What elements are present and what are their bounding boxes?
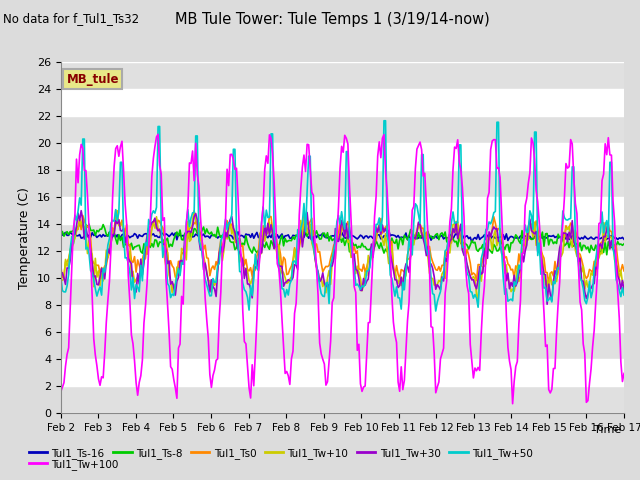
- Bar: [61, 170, 624, 197]
- Text: MB_tule: MB_tule: [67, 73, 119, 86]
- Text: MB Tule Tower: Tule Temps 1 (3/19/14-now): MB Tule Tower: Tule Temps 1 (3/19/14-now…: [175, 12, 490, 27]
- Tul1_Ts-8: [127, 240, 135, 246]
- Tul1_Ts0: [245, 268, 253, 274]
- Bar: [61, 143, 624, 170]
- Tul1_Ts-8: [57, 233, 65, 239]
- Tul1_Tw+10: [592, 256, 600, 262]
- Tul1_Ts0: [255, 248, 262, 254]
- Tul1_Tw+100: [154, 132, 162, 137]
- Tul1_Tw+30: [255, 254, 262, 260]
- Tul1_Tw+100: [305, 142, 312, 147]
- Tul1_Tw+50: [253, 265, 260, 271]
- Tul1_Tw+100: [245, 385, 253, 391]
- Tul1_Ts-16: [244, 232, 252, 238]
- Tul1_Ts0: [620, 268, 628, 274]
- Line: Tul1_Tw+10: Tul1_Tw+10: [61, 211, 624, 299]
- Line: Tul1_Ts-16: Tul1_Ts-16: [61, 230, 624, 242]
- Line: Tul1_Ts0: Tul1_Ts0: [61, 210, 624, 283]
- Tul1_Tw+100: [509, 401, 516, 407]
- Tul1_Ts-16: [57, 231, 65, 237]
- Tul1_Tw+10: [113, 208, 121, 214]
- Tul1_Tw+30: [245, 281, 253, 287]
- Line: Tul1_Tw+50: Tul1_Tw+50: [61, 121, 624, 311]
- Tul1_Tw+50: [380, 118, 388, 124]
- Tul1_Tw+100: [126, 298, 134, 304]
- Tul1_Tw+50: [592, 256, 600, 262]
- Tul1_Ts-16: [303, 233, 311, 239]
- Tul1_Ts-8: [76, 221, 83, 227]
- Tul1_Tw+30: [620, 288, 628, 293]
- Tul1_Ts-8: [305, 229, 312, 235]
- Tul1_Tw+30: [592, 264, 600, 270]
- Bar: [61, 359, 624, 386]
- Tul1_Tw+10: [57, 277, 65, 283]
- Tul1_Tw+50: [225, 220, 232, 226]
- Tul1_Ts0: [57, 263, 65, 269]
- Line: Tul1_Tw+100: Tul1_Tw+100: [61, 134, 624, 404]
- Tul1_Tw+50: [620, 292, 628, 298]
- Tul1_Ts0: [545, 280, 552, 286]
- Tul1_Ts-16: [253, 229, 260, 235]
- Tul1_Ts-16: [225, 233, 232, 239]
- Tul1_Ts-8: [245, 245, 253, 251]
- Tul1_Tw+100: [620, 371, 628, 376]
- Tul1_Tw+10: [245, 277, 253, 283]
- Line: Tul1_Tw+30: Tul1_Tw+30: [61, 211, 624, 304]
- Bar: [61, 89, 624, 116]
- Bar: [61, 116, 624, 143]
- Tul1_Tw+100: [592, 299, 600, 305]
- Tul1_Ts0: [127, 258, 135, 264]
- Legend: Tul1_Tw+100: Tul1_Tw+100: [24, 455, 123, 474]
- Tul1_Tw+30: [127, 261, 135, 266]
- Tul1_Tw+100: [255, 269, 262, 275]
- Tul1_Tw+50: [244, 295, 252, 300]
- Tul1_Ts0: [592, 272, 600, 278]
- Bar: [61, 62, 624, 89]
- Tul1_Tw+50: [303, 189, 311, 194]
- Tul1_Ts-16: [592, 235, 600, 240]
- Tul1_Tw+10: [127, 273, 135, 279]
- Tul1_Ts0: [227, 223, 234, 228]
- Tul1_Tw+100: [57, 389, 65, 395]
- Tul1_Ts-8: [590, 248, 598, 253]
- Tul1_Ts-16: [385, 228, 392, 233]
- Tul1_Tw+30: [305, 226, 312, 231]
- Bar: [61, 332, 624, 359]
- Y-axis label: Temperature (C): Temperature (C): [19, 187, 31, 288]
- Tul1_Tw+30: [227, 216, 234, 222]
- Tul1_Tw+10: [474, 296, 482, 302]
- Tul1_Tw+30: [57, 273, 65, 278]
- Tul1_Tw+10: [305, 225, 312, 230]
- Bar: [61, 197, 624, 224]
- Tul1_Ts-16: [126, 235, 134, 240]
- Tul1_Tw+50: [57, 273, 65, 279]
- Tul1_Ts-8: [603, 252, 611, 258]
- Bar: [61, 278, 624, 305]
- Tul1_Ts-8: [227, 239, 234, 244]
- Tul1_Tw+10: [255, 259, 262, 265]
- Tul1_Tw+100: [227, 152, 234, 157]
- Text: No data for f_Tul1_Ts32: No data for f_Tul1_Ts32: [3, 12, 140, 25]
- Tul1_Tw+10: [620, 280, 628, 286]
- Tul1_Ts-16: [620, 236, 628, 242]
- Bar: [61, 386, 624, 413]
- Tul1_Tw+50: [432, 308, 440, 314]
- Tul1_Ts0: [112, 207, 120, 213]
- Tul1_Ts-16: [468, 240, 476, 245]
- Tul1_Ts-8: [620, 241, 628, 247]
- Bar: [61, 305, 624, 332]
- Tul1_Ts-8: [255, 247, 262, 253]
- Tul1_Tw+50: [126, 269, 134, 275]
- Tul1_Tw+10: [227, 221, 234, 227]
- Legend: Tul1_Ts-16, Tul1_Ts-8, Tul1_Ts0, Tul1_Tw+10, Tul1_Tw+30, Tul1_Tw+50: Tul1_Ts-16, Tul1_Ts-8, Tul1_Ts0, Tul1_Tw…: [24, 444, 537, 463]
- Tul1_Tw+30: [543, 301, 551, 307]
- Line: Tul1_Ts-8: Tul1_Ts-8: [61, 224, 624, 255]
- Tul1_Ts0: [305, 222, 312, 228]
- Tul1_Tw+30: [77, 208, 85, 214]
- Bar: [61, 251, 624, 278]
- Text: Time: Time: [593, 425, 621, 435]
- Bar: [61, 224, 624, 251]
